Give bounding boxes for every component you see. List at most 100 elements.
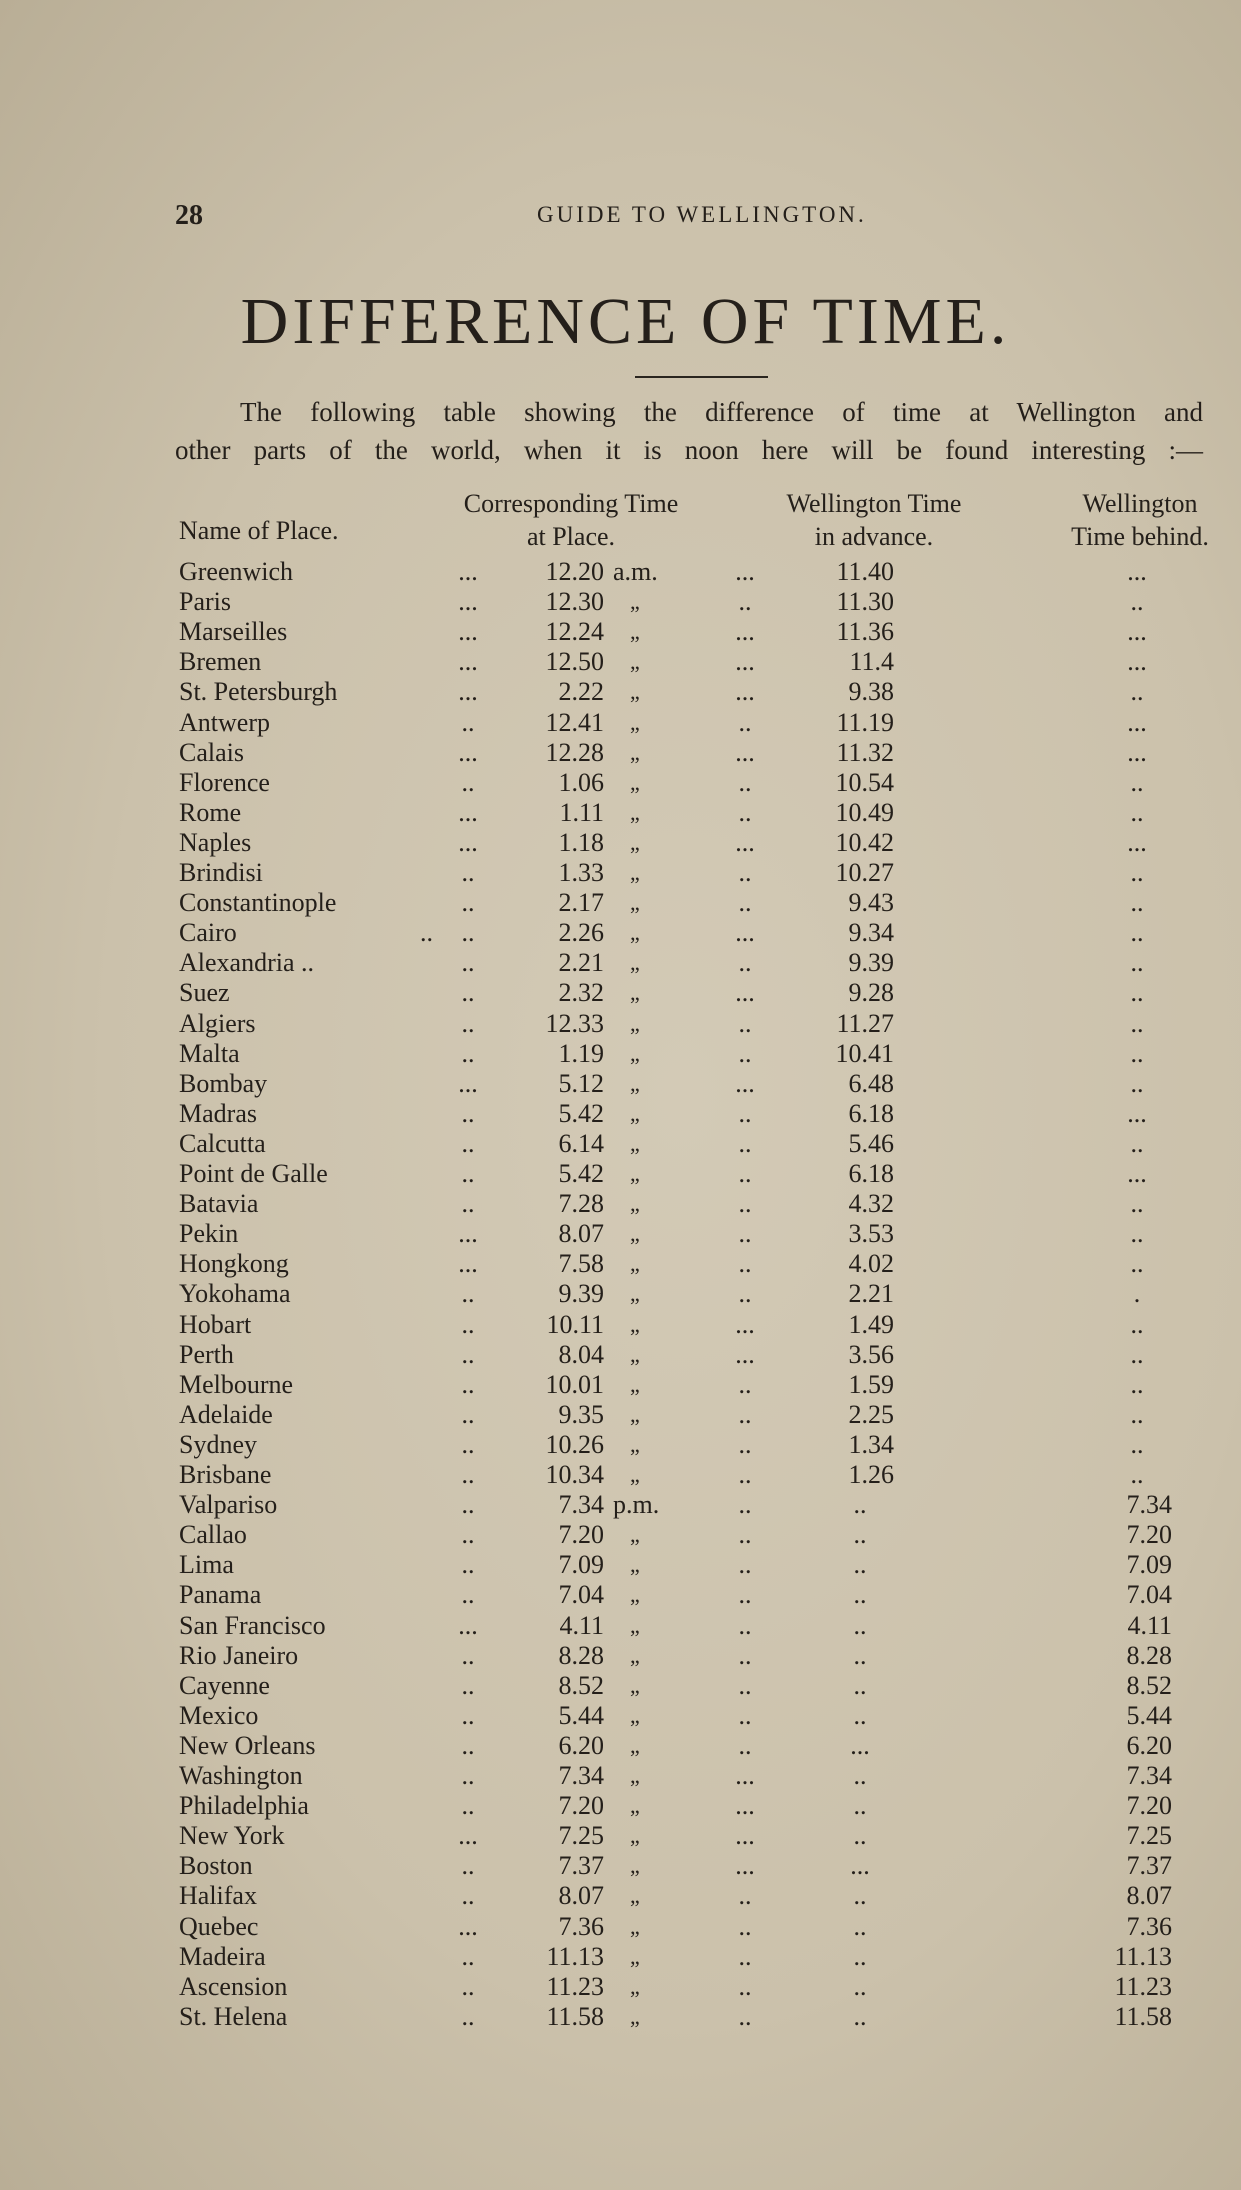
ditto-mark: „ — [630, 1371, 640, 1397]
table-row: Melbourne.. 10.01 „.. 1.59.. — [0, 1370, 1241, 1400]
column-header-line: Corresponding Time — [463, 489, 679, 518]
leader-dots: .. — [461, 1791, 475, 1821]
table-row: Calcutta.. 6.14 „.. 5.46.. — [0, 1129, 1241, 1159]
leader-dots: ... — [735, 1791, 755, 1821]
leader-dots: .. — [461, 1971, 475, 2001]
place-name: Washington — [179, 1761, 303, 1790]
time-in-advance: .. — [853, 2001, 867, 2031]
place-name: Rome — [179, 797, 242, 827]
leader-dots: ... — [735, 647, 755, 677]
time-behind: .. — [1130, 1189, 1144, 1219]
table-row: Madras.. 5.42 „.. 6.18... — [0, 1099, 1241, 1129]
table-row: Mexico.. 5.44 „.... 5.44 — [0, 1701, 1241, 1731]
table-row: Marseilles... 12.24 „... 11.36... — [0, 617, 1241, 647]
time-in-advance: .. — [853, 1550, 867, 1580]
time-behind: .. — [1130, 918, 1144, 948]
leader-dots: .. — [738, 1670, 752, 1700]
place-name: Hongkong — [179, 1249, 289, 1279]
leader-dots: .. — [738, 2001, 752, 2031]
time-in-advance: 11.30 — [836, 587, 894, 617]
table-row: Hongkong... 7.58 „.. 4.02.. — [0, 1249, 1241, 1279]
leader-dots: .. — [461, 1700, 475, 1730]
table-row: Antwerp.. 12.41 „.. 11.19... — [0, 708, 1241, 738]
time-behind: ... — [1127, 1098, 1147, 1128]
corresponding-time: 5.12 — [558, 1068, 605, 1098]
leader-dots: .. — [461, 1189, 475, 1219]
time-in-advance: 9.38 — [848, 677, 895, 707]
corresponding-time: 12.41 — [545, 707, 605, 737]
corresponding-time: 2.22 — [558, 677, 605, 707]
time-behind: 7.37 — [1126, 1851, 1173, 1881]
ditto-mark: „ — [630, 1612, 640, 1638]
ditto-mark: „ — [630, 950, 640, 976]
table-row: Madeira.. 11.13 „.... 11.13 — [0, 1942, 1241, 1972]
intro-line-1: The following table showing the differen… — [240, 397, 1203, 427]
ditto-mark: „ — [630, 829, 640, 855]
time-in-advance: 2.21 — [848, 1279, 895, 1309]
table-row: Adelaide.. 9.35 „.. 2.25.. — [0, 1400, 1241, 1430]
table-row: Constantinople.. 2.17 „.. 9.43.. — [0, 888, 1241, 918]
leader-dots: .. — [738, 1219, 752, 1249]
ditto-mark: „ — [630, 1040, 640, 1066]
ditto-mark: „ — [630, 1462, 640, 1487]
table-row: Florence.. 1.06 „.. 10.54.. — [0, 768, 1241, 798]
leader-dots: .. — [738, 1490, 752, 1520]
time-period: p.m. — [613, 1490, 660, 1520]
time-behind: .. — [1130, 1429, 1144, 1459]
place-name: Suez — [179, 978, 230, 1008]
ditto-mark: „ — [630, 649, 640, 675]
leader-dots: ... — [458, 1219, 478, 1249]
time-in-advance: ... — [850, 1851, 870, 1881]
leader-dots: ... — [735, 978, 755, 1008]
place-name: Boston — [179, 1851, 253, 1881]
place-name: Paris — [179, 587, 231, 617]
ditto-mark: „ — [630, 589, 640, 615]
time-behind: .. — [1130, 1309, 1144, 1339]
column-header-line: Time behind. — [1071, 522, 1209, 551]
corresponding-time: 12.24 — [545, 617, 605, 647]
ditto-mark: „ — [630, 709, 640, 735]
time-in-advance: .. — [853, 1610, 867, 1640]
leader-dots: .. — [461, 1941, 475, 1971]
time-behind: 7.09 — [1126, 1550, 1173, 1580]
ditto-mark: „ — [630, 1883, 640, 1909]
corresponding-time: 1.18 — [558, 827, 605, 857]
time-in-advance: 6.18 — [848, 1098, 895, 1128]
leader-dots: ... — [458, 647, 478, 677]
time-in-advance: 10.54 — [835, 767, 895, 797]
time-behind: . — [1133, 1279, 1141, 1309]
time-behind: ... — [1127, 827, 1147, 857]
time-behind: 11.58 — [1114, 2001, 1172, 2031]
time-in-advance: 11.27 — [836, 1008, 894, 1038]
corresponding-time: 11.13 — [546, 1941, 604, 1971]
leader-dots: ... — [735, 1309, 755, 1339]
ditto-mark: „ — [630, 769, 640, 795]
leader-dots: .. — [461, 1279, 475, 1309]
time-in-advance: .. — [853, 1791, 867, 1821]
ditto-mark: „ — [630, 619, 640, 645]
place-name: Mexico — [179, 1700, 259, 1730]
ditto-mark: „ — [630, 1281, 640, 1307]
table-row: Panama.. 7.04 „.... 7.04 — [0, 1580, 1241, 1610]
ditto-mark: „ — [630, 1973, 640, 1999]
table-row: San Francisco... 4.11 „.... 4.11 — [0, 1611, 1241, 1641]
place-name: Bombay — [179, 1068, 268, 1098]
table-row: Algiers.. 12.33 „.. 11.27.. — [0, 1009, 1241, 1039]
time-in-advance: 1.26 — [848, 1460, 895, 1489]
corresponding-time: 7.04 — [558, 1580, 605, 1610]
place-name: Panama — [179, 1580, 262, 1610]
place-name: Batavia — [179, 1189, 259, 1219]
ditto-mark: „ — [630, 890, 640, 916]
leader-dots: .. — [738, 1941, 752, 1971]
leader-dots: .. — [461, 1761, 475, 1790]
time-in-advance: .. — [853, 1761, 867, 1790]
time-behind: .. — [1130, 978, 1144, 1008]
corresponding-time: 12.33 — [545, 1008, 605, 1038]
place-name: Brisbane — [179, 1460, 272, 1489]
time-in-advance: 11.40 — [836, 557, 894, 586]
ditto-mark: „ — [630, 1431, 640, 1457]
corresponding-time: 8.04 — [558, 1339, 605, 1369]
table-row: Brindisi.. 1.33 „.. 10.27.. — [0, 858, 1241, 888]
time-in-advance: 4.02 — [848, 1249, 895, 1279]
time-behind: .. — [1130, 948, 1144, 978]
